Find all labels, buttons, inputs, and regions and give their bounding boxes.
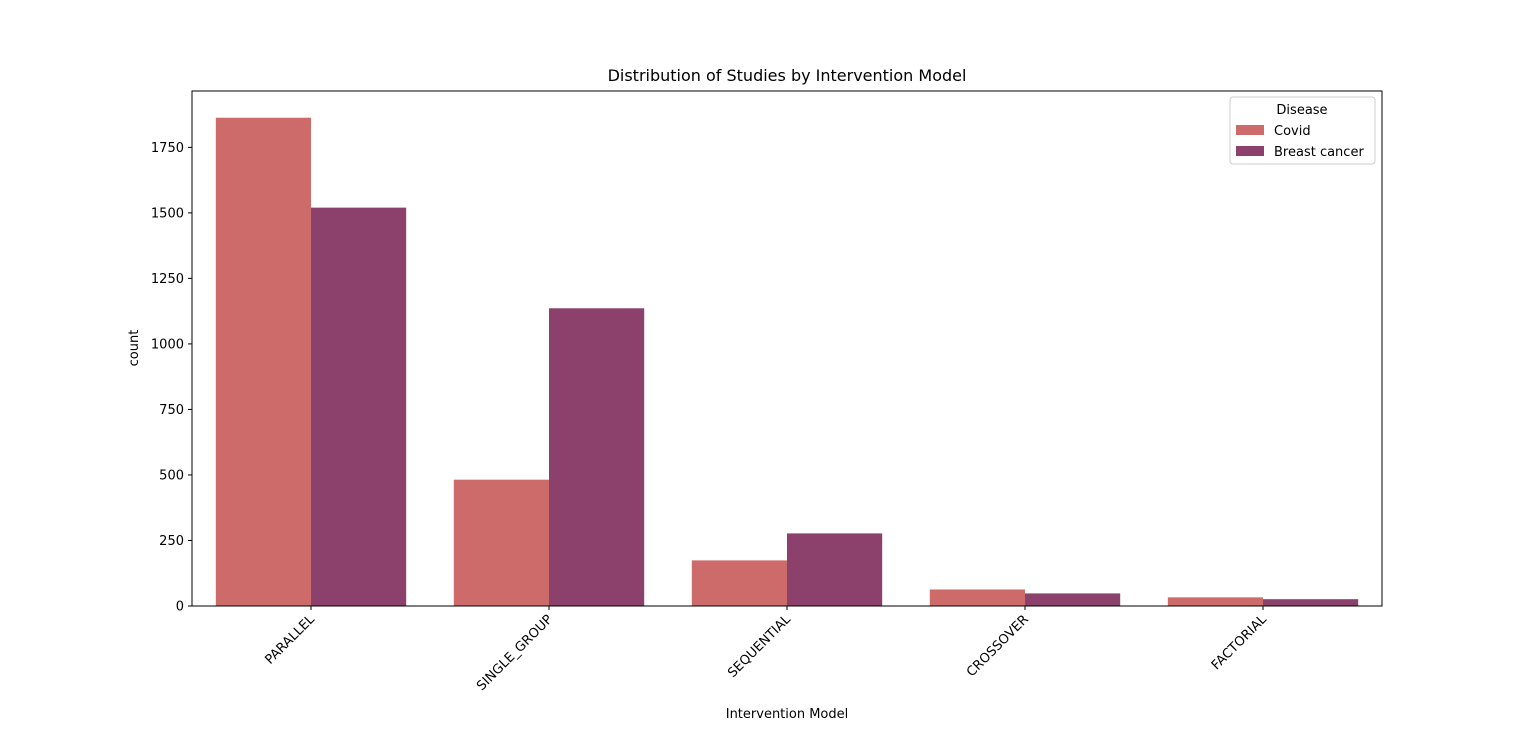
y-tick-label: 0 [176, 600, 184, 615]
bars-group [215, 117, 1359, 607]
y-axis-label: count [127, 330, 142, 367]
x-axis-ticks: PARALLEL SINGLE_GROUP SEQUENTIAL CROSSOVER F… [262, 606, 1270, 694]
x-tick-label-single-group: SINGLE_GROUP [474, 612, 556, 694]
x-tick-label-crossover: CROSSOVER [964, 612, 1032, 680]
bar-breast-cancer-factorial [1263, 599, 1359, 606]
x-tick-label-sequential: SEQUENTIAL [725, 612, 794, 681]
bar-breast-cancer-crossover [1025, 593, 1121, 606]
bar-covid-sequential [691, 560, 787, 606]
x-axis-label: Intervention Model [726, 707, 849, 722]
x-tick-label-factorial: FACTORIAL [1209, 612, 1270, 673]
legend-swatch-breast-cancer [1236, 146, 1264, 156]
y-tick-label: 1000 [151, 337, 184, 352]
legend-box [1229, 96, 1376, 165]
bar-covid-crossover [929, 589, 1025, 606]
y-tick-label: 250 [159, 534, 184, 549]
y-tick-label: 1500 [151, 206, 184, 221]
legend: Disease Covid Breast cancer [1229, 96, 1376, 165]
bar-breast-cancer-sequential [787, 533, 883, 606]
y-tick-label: 1750 [151, 141, 184, 156]
bar-breast-cancer-single-group [549, 308, 645, 606]
bar-breast-cancer-parallel [311, 207, 407, 607]
legend-label-covid: Covid [1274, 124, 1311, 139]
x-tick-label-parallel: PARALLEL [262, 612, 318, 668]
plot-frame [191, 90, 1383, 607]
y-axis-ticks: 0 250 500 750 1000 1250 1500 1750 [151, 141, 192, 615]
y-tick-label: 500 [159, 468, 184, 483]
chart-title: Distribution of Studies by Intervention … [608, 66, 967, 85]
bar-covid-single-group [453, 479, 549, 606]
legend-label-breast-cancer: Breast cancer [1274, 145, 1364, 160]
legend-title: Disease [1276, 103, 1327, 118]
y-tick-label: 750 [159, 403, 184, 418]
legend-swatch-covid [1236, 125, 1264, 135]
bar-covid-factorial [1167, 597, 1263, 606]
bar-covid-parallel [215, 117, 311, 607]
y-tick-label: 1250 [151, 272, 184, 287]
